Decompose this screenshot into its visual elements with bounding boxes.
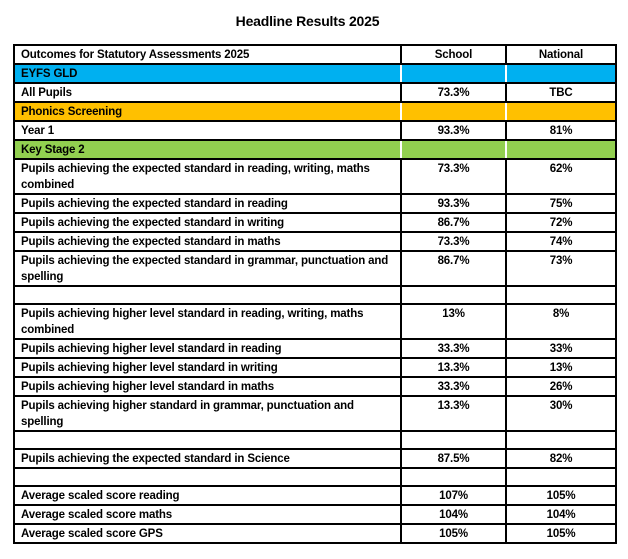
national-value: 75%: [505, 193, 617, 214]
school-value: 13.3%: [400, 395, 507, 432]
section-row: Key Stage 2: [13, 139, 617, 160]
national-value: 62%: [505, 158, 617, 195]
empty-row: [13, 430, 617, 450]
table-row: Pupils achieving higher level standard i…: [13, 376, 617, 397]
national-value: [505, 63, 617, 84]
row-label: Year 1: [13, 120, 402, 141]
table-row: Average scaled score GPS 105% 105%: [13, 523, 617, 544]
national-value: [505, 285, 617, 305]
table-row: Pupils achieving the expected standard i…: [13, 193, 617, 214]
table-row: Pupils achieving the expected standard i…: [13, 231, 617, 252]
school-value: [400, 430, 507, 450]
row-label: All Pupils: [13, 82, 402, 103]
row-label: Pupils achieving the expected standard i…: [13, 231, 402, 252]
school-value: 13.3%: [400, 357, 507, 378]
school-value: 86.7%: [400, 212, 507, 233]
national-value: 13%: [505, 357, 617, 378]
row-label: Average scaled score GPS: [13, 523, 402, 544]
school-value: 93.3%: [400, 120, 507, 141]
section-row: Phonics Screening: [13, 101, 617, 122]
school-value: 13%: [400, 303, 507, 340]
table-row: Average scaled score reading 107% 105%: [13, 485, 617, 506]
national-value: 105%: [505, 523, 617, 544]
school-value: 87.5%: [400, 448, 507, 469]
school-value: 33.3%: [400, 376, 507, 397]
results-table: Outcomes for Statutory Assessments 2025 …: [13, 44, 617, 544]
table-row: Pupils achieving the expected standard i…: [13, 448, 617, 469]
national-value: [505, 467, 617, 487]
national-value: 26%: [505, 376, 617, 397]
table-row: Average scaled score maths 104% 104%: [13, 504, 617, 525]
row-label: Pupils achieving higher level standard i…: [13, 303, 402, 340]
row-label: Phonics Screening: [13, 101, 402, 122]
school-value: 33.3%: [400, 338, 507, 359]
table-row: Pupils achieving higher level standard i…: [13, 303, 617, 340]
national-value: 82%: [505, 448, 617, 469]
row-label: Pupils achieving higher level standard i…: [13, 357, 402, 378]
row-label: [13, 467, 402, 487]
national-value: 104%: [505, 504, 617, 525]
table-row: Year 1 93.3% 81%: [13, 120, 617, 141]
school-value: 107%: [400, 485, 507, 506]
table-row: Pupils achieving higher standard in gram…: [13, 395, 617, 432]
national-value: TBC: [505, 82, 617, 103]
table-row: Pupils achieving the expected standard i…: [13, 158, 617, 195]
national-value: 105%: [505, 485, 617, 506]
school-value: 105%: [400, 523, 507, 544]
empty-row: [13, 467, 617, 487]
row-label: Pupils achieving higher level standard i…: [13, 376, 402, 397]
school-value: 73.3%: [400, 231, 507, 252]
national-value: 33%: [505, 338, 617, 359]
table-row: Pupils achieving the expected standard i…: [13, 212, 617, 233]
school-value: [400, 285, 507, 305]
row-label: Average scaled score reading: [13, 485, 402, 506]
row-label: EYFS GLD: [13, 63, 402, 84]
national-value: 74%: [505, 231, 617, 252]
national-value: 8%: [505, 303, 617, 340]
table-row: Pupils achieving higher level standard i…: [13, 338, 617, 359]
row-label: [13, 430, 402, 450]
national-value: 81%: [505, 120, 617, 141]
school-value: [400, 101, 507, 122]
row-label: Pupils achieving the expected standard i…: [13, 448, 402, 469]
school-value: 86.7%: [400, 250, 507, 287]
national-value: 30%: [505, 395, 617, 432]
table-row: Pupils achieving the expected standard i…: [13, 250, 617, 287]
national-value: [505, 101, 617, 122]
table-row: Pupils achieving higher level standard i…: [13, 357, 617, 378]
school-value: 73.3%: [400, 82, 507, 103]
row-label: Average scaled score maths: [13, 504, 402, 525]
school-value: [400, 63, 507, 84]
table-body: EYFS GLD All Pupils 73.3% TBC Phonics Screen…: [13, 63, 617, 544]
national-value: 73%: [505, 250, 617, 287]
table-row: All Pupils 73.3% TBC: [13, 82, 617, 103]
national-value: [505, 430, 617, 450]
school-value: [400, 467, 507, 487]
national-value: [505, 139, 617, 160]
empty-row: [13, 285, 617, 305]
column-header-outcomes: Outcomes for Statutory Assessments 2025: [13, 44, 402, 65]
school-value: [400, 139, 507, 160]
row-label: Pupils achieving the expected standard i…: [13, 193, 402, 214]
row-label: Key Stage 2: [13, 139, 402, 160]
school-value: 73.3%: [400, 158, 507, 195]
page-title: Headline Results 2025: [235, 13, 380, 29]
row-label: Pupils achieving higher standard in gram…: [13, 395, 402, 432]
row-label: Pupils achieving the expected standard i…: [13, 250, 402, 287]
row-label: Pupils achieving the expected standard i…: [13, 158, 402, 195]
column-header-national: National: [505, 44, 617, 65]
school-value: 104%: [400, 504, 507, 525]
national-value: 72%: [505, 212, 617, 233]
row-label: Pupils achieving the expected standard i…: [13, 212, 402, 233]
column-header-school: School: [400, 44, 507, 65]
row-label: [13, 285, 402, 305]
section-row: EYFS GLD: [13, 63, 617, 84]
row-label: Pupils achieving higher level standard i…: [13, 338, 402, 359]
header-row: Outcomes for Statutory Assessments 2025 …: [13, 44, 617, 65]
school-value: 93.3%: [400, 193, 507, 214]
